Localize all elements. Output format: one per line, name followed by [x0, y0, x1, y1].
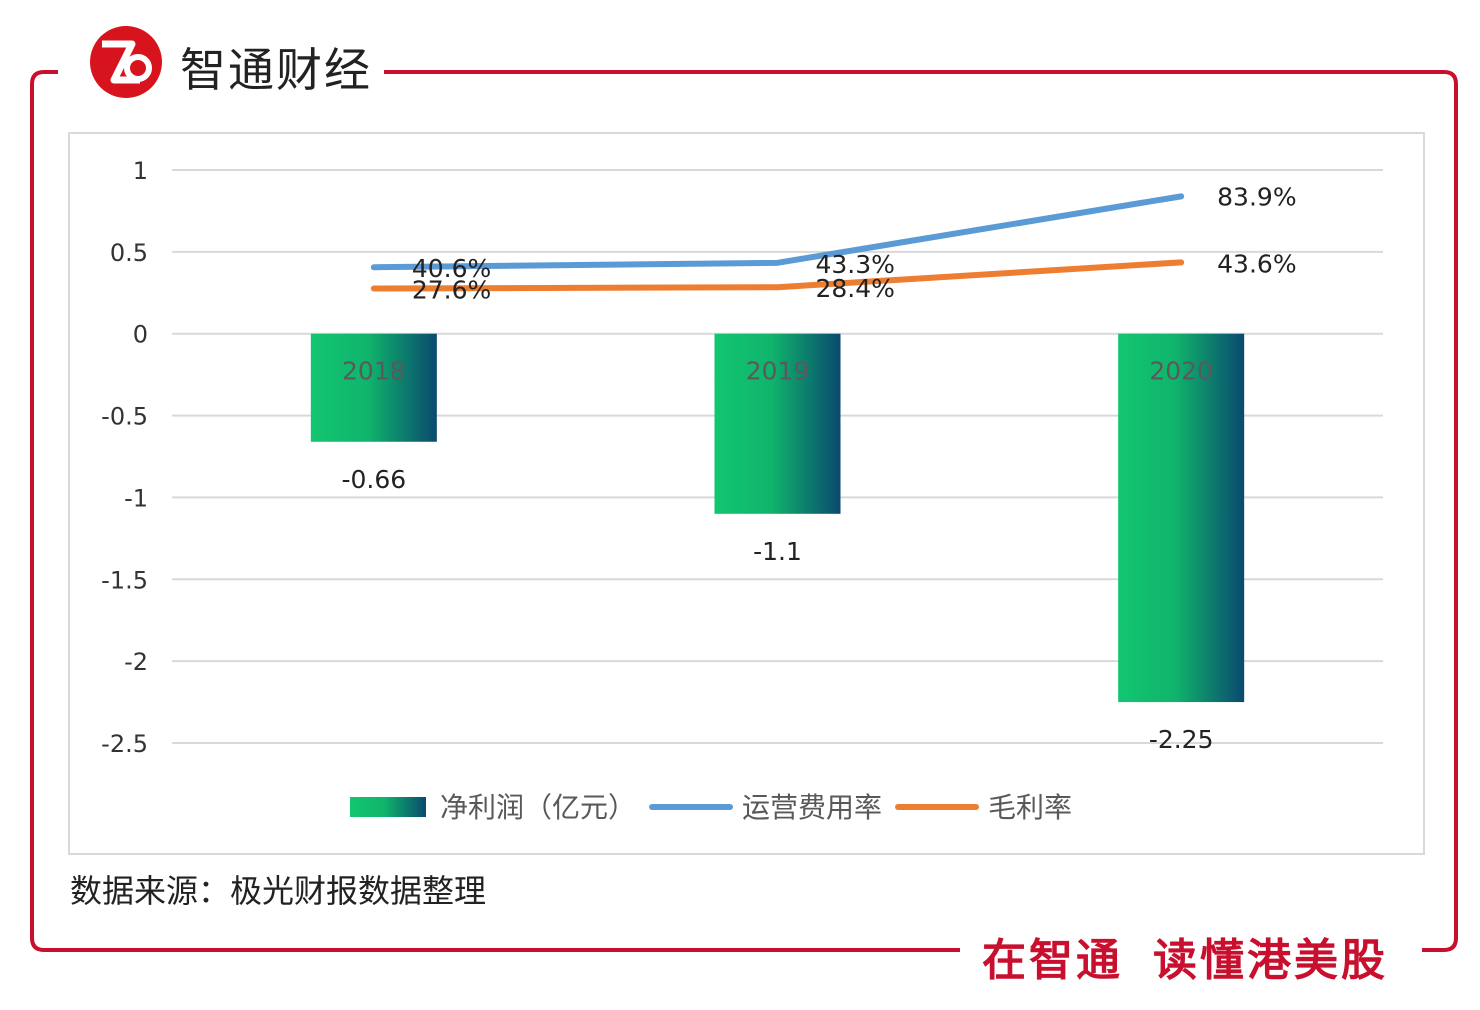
bar-data-label: -0.66 [341, 465, 406, 494]
margin-data-label: 27.6% [412, 276, 491, 305]
line-gross-margin [370, 259, 1185, 292]
opex-data-label: 43.3% [816, 250, 895, 279]
bar-net-profit [1118, 333, 1245, 703]
bar-data-label: -1.1 [753, 537, 802, 566]
legend-label: 净利润（亿元） [440, 791, 636, 824]
y-tick-label: 1 [133, 157, 148, 185]
opex-data-label: 83.9% [1217, 182, 1296, 211]
category-label: 2018 [342, 357, 406, 386]
slogan-left: 在智通 [982, 935, 1123, 986]
category-label: 2020 [1149, 357, 1213, 386]
zhitong-logo-icon [90, 26, 162, 98]
margin-data-label: 28.4% [816, 274, 895, 303]
legend-swatch-net-profit [350, 797, 426, 817]
source-note: 数据来源：极光财报数据整理 [70, 872, 487, 910]
margin-data-label: 43.6% [1217, 249, 1296, 278]
y-tick-label: 0 [133, 321, 148, 349]
y-tick-label: -2.5 [101, 730, 148, 758]
bar-net-profit [310, 333, 437, 442]
legend-label: 毛利率 [988, 791, 1072, 824]
bar-net-profit [714, 333, 841, 514]
bar-data-label: -2.25 [1149, 725, 1214, 754]
y-tick-label: -2 [124, 648, 148, 676]
opex-data-label: 40.6% [412, 254, 491, 283]
slogan-right: 读懂港美股 [1153, 935, 1388, 986]
y-tick-label: -1 [124, 484, 148, 512]
y-tick-label: 0.5 [110, 239, 148, 267]
category-label: 2019 [746, 357, 810, 386]
line-operating-expense-ratio [370, 193, 1185, 271]
slogan: 在智通 读懂港美股 [976, 924, 1394, 988]
y-tick-label: -1.5 [101, 566, 148, 594]
legend-label: 运营费用率 [742, 791, 882, 824]
chart: 1 0.5 0 -0.5 -1 -1.5 -2 -2.5 2018 -0.66 2019 -1.1 2… [101, 157, 1383, 824]
y-tick-label: -0.5 [101, 403, 148, 431]
brand-name: 智通财经 [180, 43, 372, 97]
